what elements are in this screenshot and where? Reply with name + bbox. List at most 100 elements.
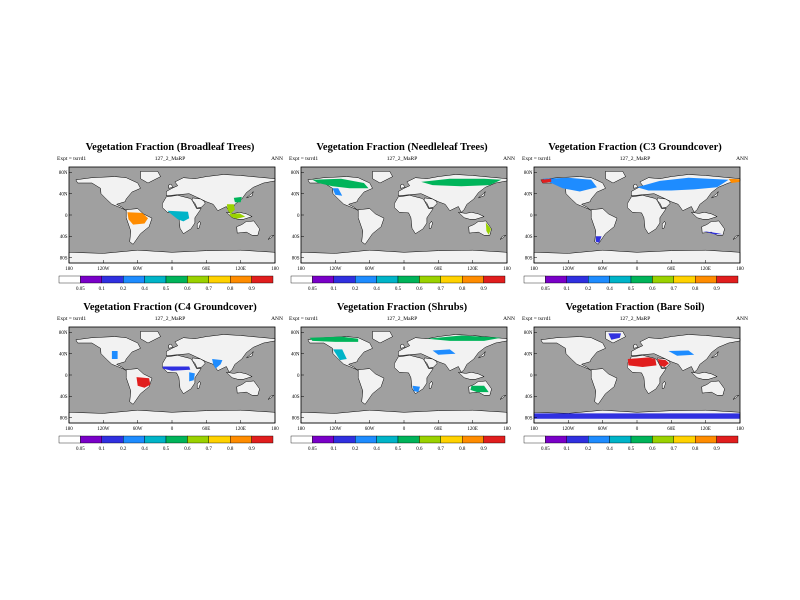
panel-title: Vegetation Fraction (Needleleaf Trees) xyxy=(316,142,488,153)
colorbar-tick-label: 0.7 xyxy=(438,447,445,452)
colorbar-swatch xyxy=(229,275,252,284)
lon-tick-label: 60E xyxy=(434,267,442,272)
lon-tick-label: 60W xyxy=(365,267,375,272)
colorbar-tick-label: 0.5 xyxy=(163,447,170,452)
colorbar-swatch xyxy=(165,435,188,444)
season-label: ANN xyxy=(503,316,515,322)
lat-tick-label: 0 xyxy=(530,214,533,219)
colorbar-tick-label: 0.6 xyxy=(416,287,423,292)
lat-tick-label: 80N xyxy=(59,331,68,336)
continent-eurasia xyxy=(166,334,276,373)
colorbar-tick-label: 0.6 xyxy=(649,447,656,452)
colorbar-swatch xyxy=(376,275,399,284)
lon-tick-label: 180 xyxy=(530,267,538,272)
colorbar-swatch xyxy=(397,275,420,284)
continent-japan xyxy=(246,191,254,199)
lon-tick-label: 180 xyxy=(736,267,744,272)
lat-tick-label: 80N xyxy=(59,171,68,176)
lat-tick-label: 80S xyxy=(60,416,68,421)
lon-tick-label: 180 xyxy=(271,267,279,272)
continent-uk xyxy=(400,183,406,189)
colorbar-tick-label: 0.2 xyxy=(352,287,359,292)
panel-title: Vegetation Fraction (Shrubs) xyxy=(336,302,468,313)
continent-madagascar xyxy=(428,380,433,389)
continent-eurasia xyxy=(166,174,276,213)
colorbar-swatch xyxy=(673,435,696,444)
colorbar-swatch xyxy=(566,435,589,444)
lat-tick-label: 80N xyxy=(291,171,300,176)
lat-tick-label: 0 xyxy=(297,374,300,379)
continent-new-zealand xyxy=(732,235,740,240)
colorbar-tick-label: 0.9 xyxy=(713,287,720,292)
colorbar-tick-label: 0.05 xyxy=(541,447,550,452)
continent-japan xyxy=(246,351,254,359)
season-label: ANN xyxy=(271,316,283,322)
map-plot: 80N 40N 0 40S 80S 180 120W 60W 0 60E 120E 180 xyxy=(59,166,279,272)
colorbar-tick-label: 0.1 xyxy=(331,447,338,452)
colorbar-swatch xyxy=(694,275,717,284)
colorbar-swatch xyxy=(208,435,231,444)
colorbar-tick-label: 0.9 xyxy=(248,447,255,452)
panel: Vegetation Fraction (Needleleaf Trees) Ex… xyxy=(289,142,515,302)
continent-japan xyxy=(711,191,719,199)
continent-arabia xyxy=(191,197,206,209)
season-label: ANN xyxy=(503,156,515,162)
colorbar-swatch xyxy=(523,275,546,284)
veg-region-patagonia xyxy=(595,236,602,243)
lon-tick-label: 0 xyxy=(403,427,406,432)
continent-madagascar xyxy=(428,220,433,229)
veg-region-east-asia-forest xyxy=(233,196,242,203)
lon-tick-label: 120E xyxy=(700,267,711,272)
veg-region-central-asia-shrub xyxy=(432,349,456,355)
case-label: 127_2_MaRP xyxy=(386,316,418,322)
veg-region-n-eurasia xyxy=(637,177,729,191)
colorbar-swatch xyxy=(80,275,102,284)
lon-tick-label: 0 xyxy=(171,427,174,432)
colorbar-tick-label: 0.7 xyxy=(671,447,678,452)
continent-new-zealand xyxy=(267,235,275,240)
colorbar-tick-label: 0.8 xyxy=(227,447,234,452)
colorbar-tick-label: 0.05 xyxy=(308,447,317,452)
lat-tick-label: 40N xyxy=(59,192,68,197)
colorbar-swatch xyxy=(440,435,463,444)
continent-madagascar xyxy=(661,380,666,389)
continent-north-america xyxy=(75,176,141,211)
continent-north-america xyxy=(75,336,141,371)
continent-madagascar xyxy=(196,220,201,229)
veg-region-cerrado xyxy=(136,377,151,388)
colorbar-tick-label: 0.4 xyxy=(606,287,613,292)
lon-tick-label: 120W xyxy=(329,427,342,432)
colorbar-swatch xyxy=(397,435,420,444)
colorbar-swatch xyxy=(545,435,567,444)
lon-tick-label: 180 xyxy=(297,427,305,432)
colorbar-tick-label: 0.9 xyxy=(248,287,255,292)
colorbar-swatch xyxy=(673,275,696,284)
colorbar-swatch xyxy=(652,275,674,284)
continent-australia xyxy=(468,220,492,236)
colorbar-swatch xyxy=(419,275,441,284)
colorbar-tick-label: 0.1 xyxy=(99,447,106,452)
lon-tick-label: 60W xyxy=(133,267,143,272)
colorbar-tick-label: 0.2 xyxy=(120,287,127,292)
veg-region-s-africa-shrub xyxy=(412,385,420,393)
lat-tick-label: 40N xyxy=(59,352,68,357)
colorbar-tick-label: 0.05 xyxy=(76,287,85,292)
continent-indonesia xyxy=(457,211,485,220)
veg-region-west-na-shrub xyxy=(333,349,347,361)
colorbar-tick-label: 0.8 xyxy=(459,287,466,292)
colorbar-tick-label: 0.5 xyxy=(395,287,402,292)
colorbar-tick-label: 0.7 xyxy=(206,447,213,452)
lon-tick-label: 0 xyxy=(636,427,639,432)
continent-greenland xyxy=(372,171,393,184)
veg-region-se-asia xyxy=(226,204,235,214)
veg-region-east-africa xyxy=(189,372,195,382)
veg-region-great-plains xyxy=(111,351,118,359)
panel: Vegetation Fraction (C4 Groundcover) Expt… xyxy=(57,302,283,462)
continent-south-america xyxy=(357,368,385,405)
colorbar-swatch xyxy=(187,275,209,284)
colorbar-swatch xyxy=(312,435,334,444)
colorbar-tick-label: 0.6 xyxy=(416,447,423,452)
veg-region-south-asia xyxy=(212,359,223,369)
colorbar-tick-label: 0.1 xyxy=(564,447,571,452)
continent-africa xyxy=(627,195,667,235)
